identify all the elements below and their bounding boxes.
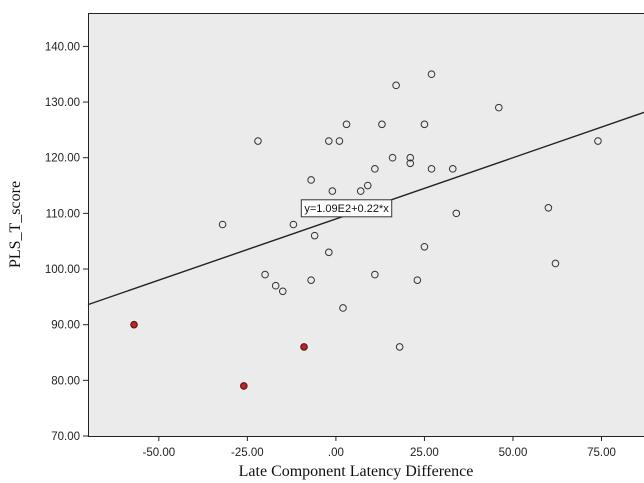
- data-point: [406, 159, 415, 168]
- y-tick-label: 140.00: [45, 41, 80, 53]
- data-point: [310, 231, 319, 240]
- data-point: [278, 287, 287, 296]
- data-point: [448, 165, 457, 173]
- data-point: [328, 187, 337, 195]
- data-point: [289, 220, 298, 229]
- data-point: [551, 259, 560, 268]
- x-tick-label: -50.00: [143, 447, 176, 459]
- data-point: [325, 137, 333, 145]
- data-point: [420, 120, 429, 129]
- x-tick-label: .00: [328, 447, 344, 459]
- data-point: [307, 276, 315, 284]
- data-point: [271, 281, 280, 290]
- data-point: [378, 120, 386, 129]
- data-point: [427, 70, 436, 79]
- x-tick-label: 25.00: [410, 447, 439, 459]
- data-point: [218, 220, 227, 229]
- y-tick-label: 70.00: [51, 431, 80, 443]
- data-point: [307, 176, 315, 184]
- highlighted-data-point: [300, 343, 308, 351]
- data-point: [335, 137, 344, 145]
- highlighted-data-point: [130, 320, 138, 329]
- x-axis-ticks: -50.00 -25.00 .00 25.00 50.00 75.00: [143, 436, 616, 459]
- data-point: [363, 181, 372, 190]
- data-point: [544, 204, 553, 212]
- data-point: [406, 153, 415, 162]
- data-point: [261, 270, 269, 279]
- data-point: [371, 165, 379, 173]
- x-tick-label: 75.00: [587, 447, 616, 459]
- data-point: [594, 137, 602, 145]
- data-point: [342, 120, 351, 129]
- data-point: [420, 242, 429, 251]
- y-tick-label: 130.00: [45, 97, 80, 109]
- fit-equation-label: y=1.09E2+0.22*x: [300, 199, 393, 218]
- fit-equation-box: [300, 199, 393, 218]
- x-tick-label: -25.00: [231, 447, 264, 459]
- x-tick-label: 50.00: [499, 447, 528, 459]
- data-point: [325, 248, 333, 257]
- data-point: [392, 81, 400, 90]
- y-axis-label: PLS_T_score: [7, 181, 24, 268]
- data-point: [356, 187, 365, 195]
- data-point: [452, 209, 461, 218]
- plot-area: [88, 13, 644, 436]
- y-tick-label: 110.00: [46, 208, 80, 220]
- data-point: [395, 343, 404, 351]
- data-point: [339, 304, 347, 312]
- y-tick-label: 90.00: [51, 320, 80, 332]
- y-tick-label: 80.00: [51, 375, 80, 387]
- data-point: [388, 153, 397, 162]
- data-point: [371, 270, 379, 279]
- data-point: [413, 276, 422, 284]
- data-points: [130, 70, 602, 390]
- y-tick-label: 100.00: [45, 264, 80, 276]
- x-axis-label: Late Component Latency Difference: [239, 463, 474, 480]
- highlighted-data-point: [240, 382, 248, 390]
- plot-border: [88, 13, 644, 437]
- y-axis-ticks: 70.00 80.00 90.00 100.00 110.00 120.00 130.00 1…: [45, 41, 88, 443]
- y-tick-label: 120.00: [45, 153, 80, 165]
- data-point: [254, 137, 262, 145]
- fit-equation-text: y=1.09E2+0.22*x: [304, 203, 389, 215]
- data-point: [495, 103, 503, 112]
- data-point: [427, 165, 436, 173]
